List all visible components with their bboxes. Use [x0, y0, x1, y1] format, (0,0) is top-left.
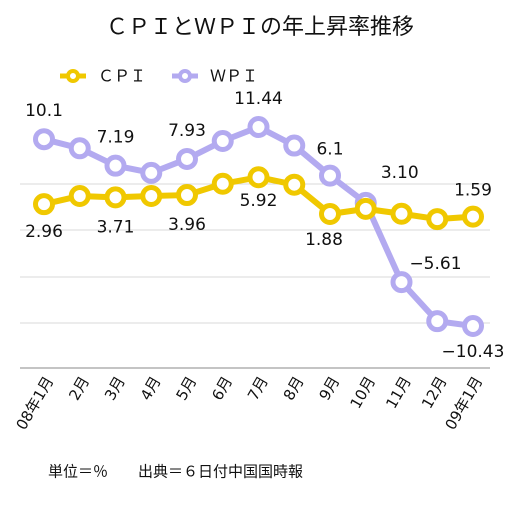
data-label: 7.19	[97, 128, 135, 148]
point	[211, 172, 234, 195]
point	[426, 208, 449, 231]
point	[462, 205, 484, 228]
legend-marker	[66, 69, 80, 83]
legend-label: ＷＰＩ	[210, 67, 258, 86]
data-label: 2.96	[25, 222, 63, 242]
point	[33, 128, 55, 151]
point	[319, 164, 341, 187]
point	[211, 130, 234, 153]
x-tick-label: 9月	[315, 373, 343, 403]
data-label: 3.71	[97, 217, 135, 237]
x-tick-label: 3月	[101, 373, 129, 403]
legend-marker	[178, 69, 192, 83]
chart-title: ＣＰＩとＷＰＩの年上昇率推移	[106, 15, 414, 40]
point	[68, 184, 91, 207]
x-tick-label: 11月	[382, 373, 415, 412]
x-tick-label: 8月	[280, 373, 308, 403]
data-label: 11.44	[234, 89, 283, 109]
point	[68, 137, 91, 160]
x-tick-label: 08年1月	[12, 373, 57, 433]
point	[140, 161, 163, 184]
data-label: 10.1	[25, 101, 63, 121]
x-tick-label: 12月	[418, 373, 451, 412]
x-tick-label: 6月	[208, 373, 236, 403]
data-label: 1.59	[454, 181, 492, 201]
x-tick-label: 2月	[65, 373, 93, 403]
point	[247, 116, 270, 138]
point	[283, 134, 306, 157]
data-label: 3.10	[381, 163, 419, 183]
data-label: 5.92	[240, 191, 278, 211]
note: 単位＝％ 出典＝６日付中国国時報	[48, 463, 303, 481]
point	[176, 184, 198, 207]
point	[390, 271, 413, 294]
point	[176, 147, 198, 170]
point	[283, 173, 306, 196]
legend-label: ＣＰＩ	[98, 67, 146, 86]
data-label: 3.96	[168, 215, 206, 235]
data-label: −5.61	[409, 254, 461, 274]
point	[354, 197, 377, 220]
point	[390, 202, 413, 225]
point	[462, 315, 484, 337]
data-label: −10.43	[442, 342, 505, 362]
x-tick-label: 5月	[172, 373, 200, 403]
point	[319, 202, 341, 225]
data-label: 1.88	[305, 230, 343, 250]
point	[104, 186, 127, 209]
x-tick-label: 4月	[137, 373, 165, 403]
data-label: 6.1	[316, 140, 343, 160]
point	[33, 193, 55, 216]
point	[104, 154, 127, 177]
x-tick-label: 7月	[244, 373, 272, 403]
data-label: 7.93	[168, 121, 206, 141]
x-tick-label: 10月	[346, 373, 379, 412]
point	[140, 184, 163, 207]
point	[426, 310, 449, 333]
point	[247, 166, 270, 189]
